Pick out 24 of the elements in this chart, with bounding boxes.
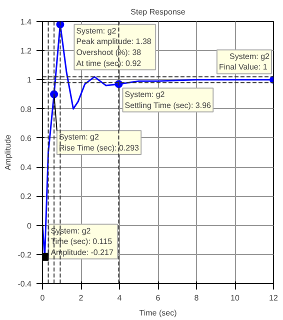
annotation: System: g2 Final Value: 1 — [218, 52, 270, 72]
x-tick-label: 4 — [117, 294, 122, 302]
x-tick-label: 6 — [156, 294, 161, 302]
y-tick-label: -0.4 — [18, 280, 32, 288]
x-tick-label: 0 — [40, 294, 46, 302]
y-tick-label: 0.4 — [20, 163, 32, 172]
x-tick-label: 2 — [78, 294, 84, 302]
y-tick-label: 1.4 — [20, 18, 32, 26]
y-tick-label: 0.8 — [20, 104, 32, 114]
annotation: System: g2 Settling Time (sec): 3.96 — [124, 90, 212, 110]
y-tick-label: 1.2 — [20, 46, 32, 56]
x-axis-title: Time (sec) — [139, 308, 178, 318]
annotation: System: g2 Time (sec): 0.115 Amplitude: -0.217 — [50, 226, 114, 257]
chart-title: Step Response — [130, 8, 186, 16]
x-tick-label: 8 — [194, 294, 200, 302]
y-tick-label: 0 — [27, 221, 32, 230]
x-tick-label: 12 — [269, 294, 278, 302]
y-tick-label: 0.2 — [20, 192, 32, 202]
x-tick-label: 10 — [230, 294, 240, 302]
y-axis-title: Amplitude — [4, 134, 13, 170]
y-tick-label: 0.6 — [20, 134, 32, 143]
y-tick-label: 1 — [27, 76, 32, 85]
annotation: System: g2 Peak amplitude: 1.38 Overshoot (%): 38 At time (sec): 0.92 — [76, 26, 152, 68]
y-tick-label: -0.2 — [18, 250, 32, 260]
